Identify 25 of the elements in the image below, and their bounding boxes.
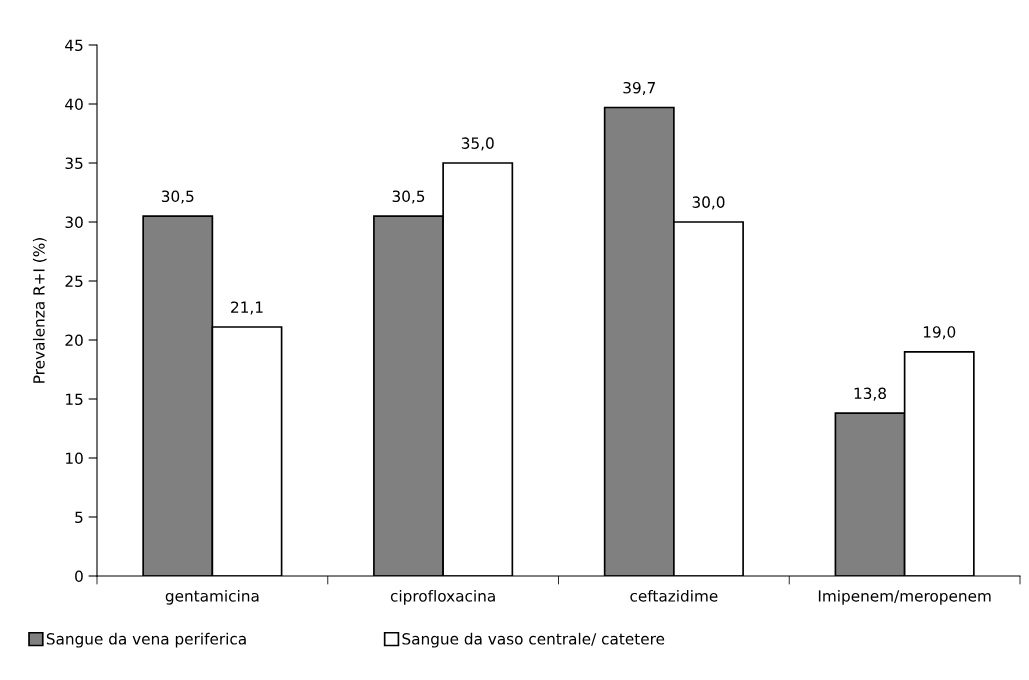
data-label: 39,7 — [623, 81, 655, 96]
data-label: 35,0 — [461, 137, 494, 151]
x-tick-label: Imipenem/meropenem — [818, 589, 991, 605]
data-label: 30,5 — [161, 190, 194, 204]
data-label: 30,0 — [692, 196, 725, 210]
x-tick-label: ceftazidime — [630, 589, 718, 602]
data-label: 30,5 — [392, 190, 425, 204]
legend-label: Sangue da vaso centrale/ catetere — [402, 632, 665, 648]
y-tick-label: 0 — [75, 570, 83, 583]
data-label: 21,1 — [231, 301, 263, 315]
y-tick-label: 45 — [65, 39, 83, 52]
y-tick-label: 30 — [65, 216, 83, 229]
y-tick-label: 15 — [66, 393, 83, 406]
y-tick-label: 5 — [75, 511, 83, 524]
data-label: 19,0 — [923, 326, 956, 340]
y-axis-title: Prevalenza R+I (%) — [32, 238, 47, 383]
y-tick-label: 40 — [65, 98, 83, 111]
y-tick-label: 25 — [65, 275, 83, 288]
legend-label: Sangue da vena periferica — [46, 632, 246, 648]
x-tick-label: gentamicina — [165, 589, 259, 605]
y-tick-label: 10 — [66, 452, 83, 465]
y-tick-label: 35 — [65, 157, 83, 170]
y-tick-label: 20 — [65, 334, 83, 347]
x-tick-label: ciprofloxacina — [390, 589, 495, 605]
data-label: 13,8 — [854, 387, 886, 401]
